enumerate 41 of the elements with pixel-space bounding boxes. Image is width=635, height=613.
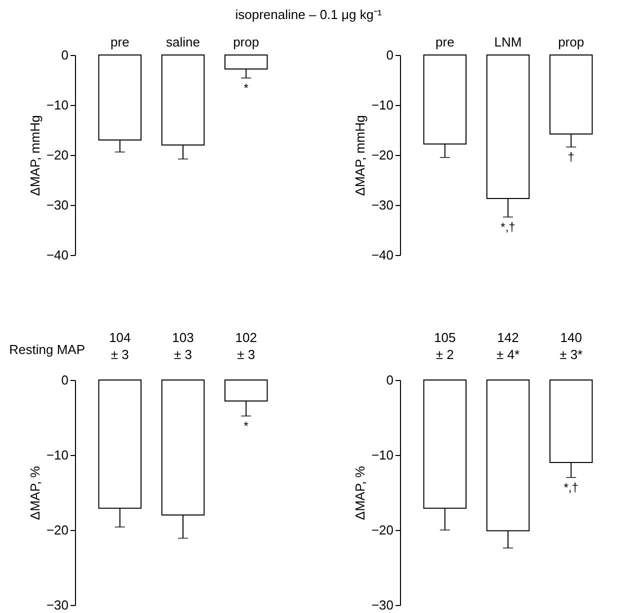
annotation: † [568,150,574,164]
y-tick-label: −30 [371,598,394,612]
text: isoprenaline – 0.1 μg kg⁻¹ [235,7,383,22]
y-tick-label: −30 [46,198,68,212]
text: 105 ± 2 [434,330,456,362]
y-tick-label: −20 [46,148,68,162]
annotation: * [244,81,249,95]
y-tick-label: −10 [371,448,394,462]
y-tick-label: −40 [46,248,68,262]
text: 140 ± 3* [560,330,583,362]
y-tick-label: −10 [46,98,68,112]
text: 102 ± 3 [235,330,257,362]
y-tick-label: 0 [61,372,68,388]
y-tick-label: −30 [371,198,394,212]
x-tick-label: pre [436,34,454,50]
x-tick-label: prop [233,34,260,50]
y-tick-label: −20 [371,522,394,538]
y-tick-label: 0 [386,372,394,388]
y-tick-label: −20 [371,148,394,162]
annotation: *,† [500,220,516,234]
annotation: *,† [564,480,578,494]
text: 103 ± 3 [172,330,194,362]
y-tick-label: −10 [46,448,68,462]
y-tick-label: −30 [46,598,68,612]
y-tick-label: 0 [386,48,394,62]
x-tick-label: pre [110,34,130,50]
text: 142 ± 4* [496,330,520,362]
y-tick-label: −20 [46,522,68,538]
y-tick-label: −40 [371,248,394,262]
text: 104 ± 3 [109,330,131,362]
x-tick-label: prop [558,34,584,50]
y-tick-label: 0 [61,48,68,62]
y-axis-title: ΔMAP, mmHg [352,115,368,196]
text: Resting MAP [9,342,85,357]
x-tick-label: LNM [494,34,522,50]
y-tick-label: −10 [371,98,394,112]
y-axis-title: ΔMAP, mmHg [27,115,42,196]
y-axis-title: ΔMAP, % [27,466,42,520]
y-axis-title: ΔMAP, % [352,466,368,520]
x-tick-label: saline [166,34,200,50]
annotation: * [244,419,249,433]
